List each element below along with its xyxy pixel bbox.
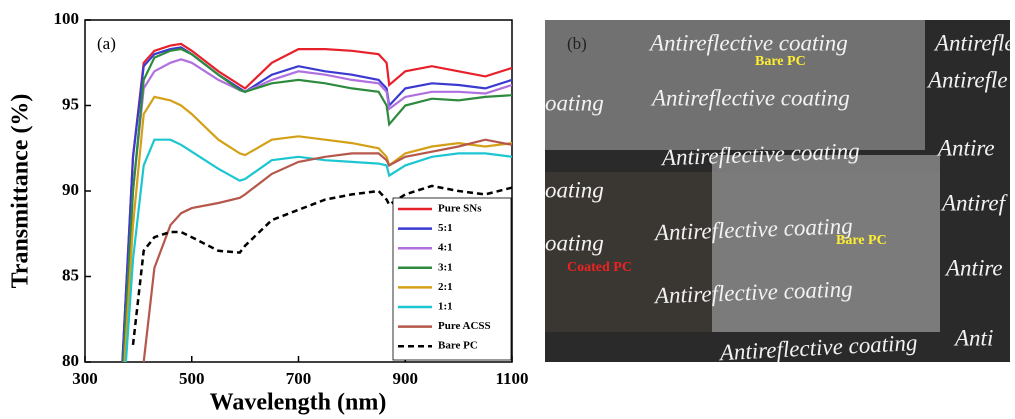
- legend-label: Pure SNs: [438, 203, 482, 215]
- photo-text: oating: [545, 90, 604, 115]
- photo-text: Antirefle: [933, 30, 1015, 55]
- legend-box: [392, 197, 512, 361]
- plate: [712, 155, 940, 332]
- y-tick-label: 100: [54, 9, 80, 28]
- legend-label: 4:1: [438, 242, 453, 254]
- legend-label: Pure ACSS: [438, 320, 491, 332]
- panel-label: (a): [97, 34, 116, 53]
- series-line: [121, 46, 512, 362]
- x-tick-label: 500: [179, 369, 205, 388]
- photo-label: Bare PC: [836, 233, 887, 248]
- y-axis-title: Transmittance (%): [8, 94, 34, 289]
- photo-text: oating: [545, 230, 604, 255]
- photo-panel: Antireflective coating Antirefle Antirefle…: [545, 20, 1015, 362]
- photo-text: Antire: [944, 255, 1003, 280]
- legend-label: Bare PC: [438, 340, 478, 352]
- series-line: [122, 58, 512, 362]
- series-line: [122, 47, 512, 362]
- x-tick-label: 1100: [495, 369, 528, 388]
- legend-label: 2:1: [438, 281, 453, 293]
- y-tick-label: 90: [62, 180, 79, 199]
- legend-label: 1:1: [438, 301, 453, 313]
- photo-text: Antire: [936, 135, 995, 160]
- legend-label: 3:1: [438, 261, 453, 273]
- plate: [545, 20, 925, 150]
- y-tick-label: 80: [62, 351, 79, 370]
- panel-label: (b): [567, 34, 587, 53]
- plot-area: [121, 42, 512, 362]
- x-axis-title: Wavelength (nm): [210, 390, 387, 416]
- photo-label: Bare PC: [755, 54, 806, 69]
- series-line: [121, 42, 512, 362]
- photo-text: oating: [545, 177, 604, 202]
- photo-text: Antireflective coating: [650, 85, 850, 110]
- y-tick-label: 95: [62, 94, 79, 113]
- y-tick-label: 85: [62, 265, 79, 284]
- photo-text: Antiref: [940, 190, 1009, 215]
- photo-label: Coated PC: [567, 260, 632, 275]
- series-line: [131, 184, 512, 346]
- legend: Pure SNs 5:1 4:1 3:1 2:1 1:1 Pure ACSS Bare PC: [392, 197, 512, 361]
- photo-text: Antirefle: [926, 67, 1008, 92]
- series-line: [123, 95, 512, 362]
- legend-label: 5:1: [438, 222, 453, 234]
- x-tick-label: 900: [393, 369, 419, 388]
- x-tick-label: 700: [286, 369, 312, 388]
- photo-text: Antireflective coating: [648, 30, 848, 55]
- x-tick-label: 300: [72, 369, 98, 388]
- series-line: [124, 138, 512, 362]
- series-line: [142, 138, 512, 362]
- photo-text: Anti: [953, 325, 993, 350]
